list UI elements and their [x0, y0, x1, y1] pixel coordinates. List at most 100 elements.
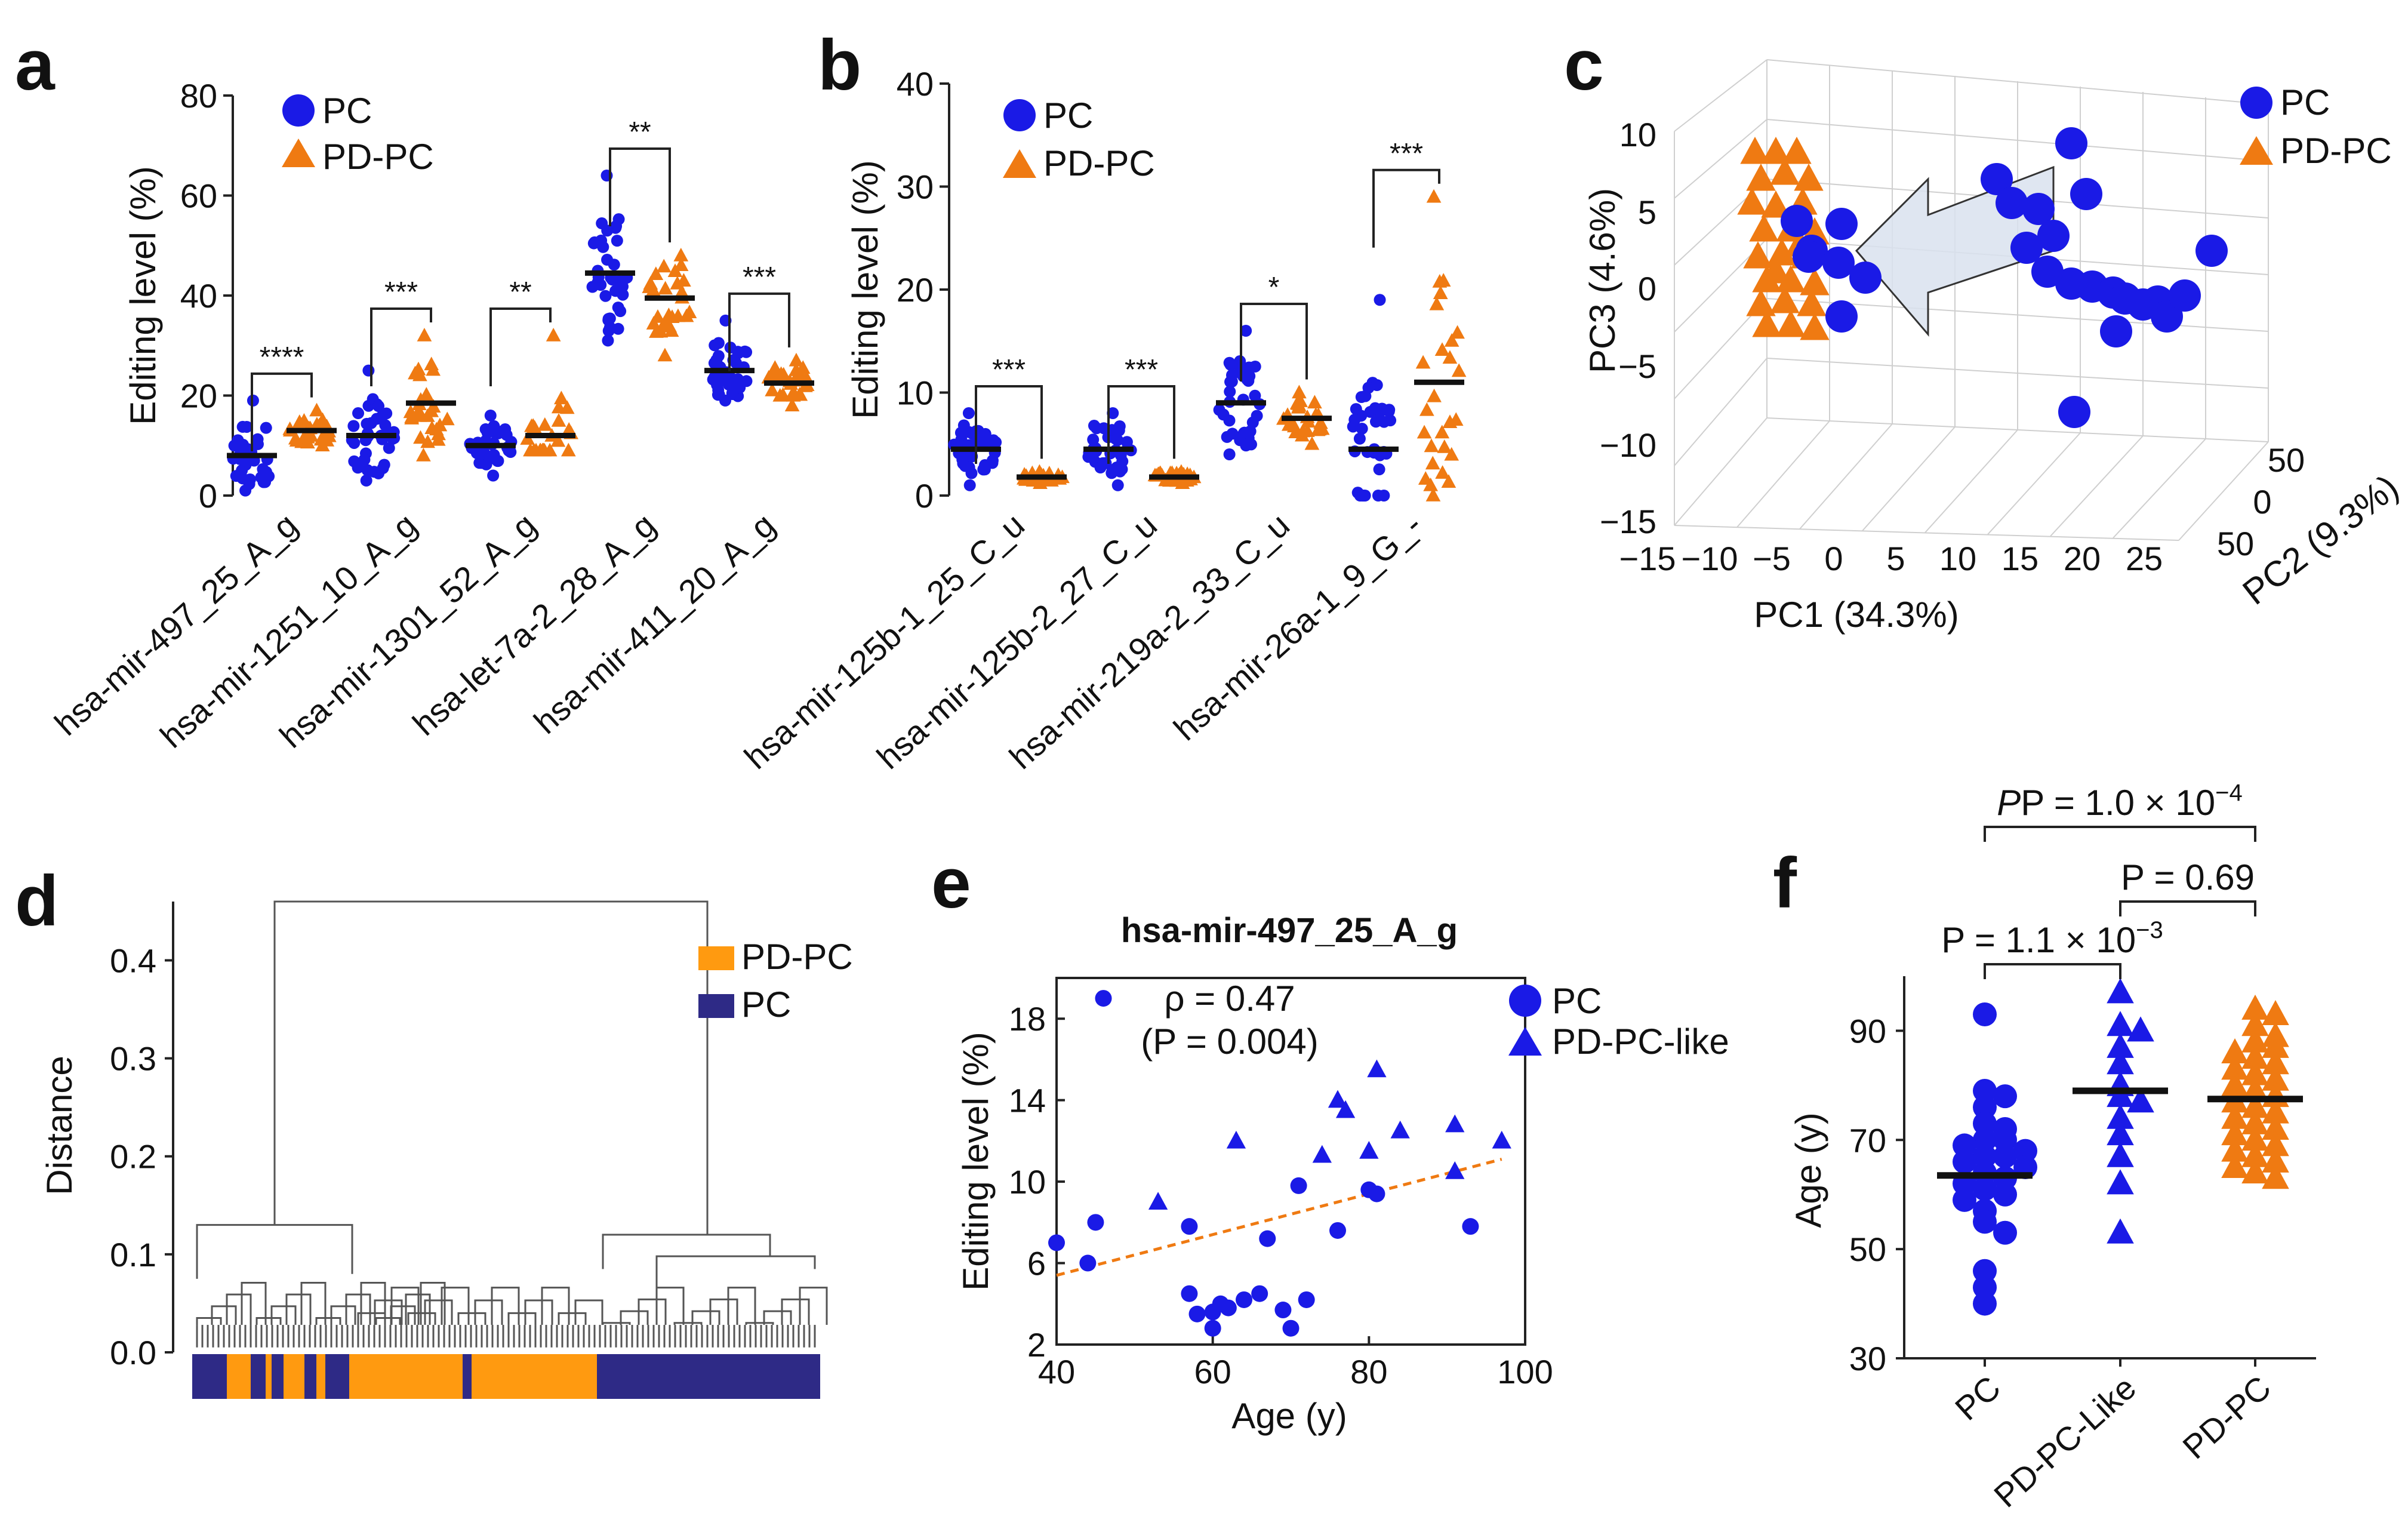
- panel-label-a: a: [15, 25, 56, 105]
- e-point-pdpclike: [1328, 1090, 1348, 1108]
- b-point-pdpc: [1435, 465, 1450, 479]
- e-point-pc: [1048, 1234, 1065, 1251]
- b-point-pdpc: [1425, 456, 1440, 470]
- b-point-pc: [1356, 490, 1369, 502]
- e-legend-pdpclike: PD-PC-like: [1552, 1022, 1729, 1062]
- b-point-pdpc: [1307, 395, 1322, 409]
- d-bar-pdpc-segment: [472, 1354, 597, 1399]
- e-point-pc: [1259, 1230, 1276, 1247]
- b-point-pdpc: [1451, 363, 1467, 377]
- a-sig-label: ****: [260, 342, 304, 373]
- e-ytick-label: 2: [1027, 1326, 1046, 1364]
- b-legend-pdpc: PD-PC: [1043, 143, 1155, 183]
- a-point-pdpc: [761, 370, 777, 384]
- f-point-pdpclike: [2107, 1103, 2134, 1129]
- f-point-pdpc: [2262, 1098, 2289, 1124]
- d-branch: [620, 1310, 649, 1325]
- d-branch: [441, 1287, 470, 1325]
- a-point-pdpc: [431, 426, 446, 441]
- c-ztick-label: 50: [2268, 441, 2305, 479]
- f-point-pdpc: [2241, 1044, 2269, 1069]
- b-sig-label: ***: [1390, 138, 1423, 170]
- c-gridline: [1987, 432, 2081, 535]
- a-point-pc: [708, 357, 720, 370]
- a-point-pdpc: [643, 276, 658, 290]
- e-xtick-label: 100: [1497, 1353, 1553, 1391]
- e-point-pc: [1204, 1319, 1221, 1337]
- d-branch: [655, 1255, 816, 1289]
- c-point-pdpc: [1770, 286, 1800, 313]
- f-point-pdpc: [2262, 1049, 2289, 1075]
- d-branch: [330, 1305, 356, 1325]
- a-point-pc: [729, 356, 742, 369]
- d-branch: [541, 1287, 570, 1325]
- c-xtick-label: 10: [1939, 540, 1976, 577]
- d-y-label: Distance: [39, 1056, 79, 1195]
- c-point-pdpc: [1782, 137, 1812, 164]
- c-ztick-label: 0: [2253, 483, 2271, 521]
- a-point-pdpc: [412, 408, 427, 422]
- d-branch: [673, 1322, 703, 1325]
- b-point-pc: [963, 426, 975, 438]
- f-point-pdpc: [2262, 1147, 2289, 1173]
- b-point-pc: [1240, 325, 1252, 337]
- a-point-pc: [738, 345, 751, 358]
- d-branch: [390, 1287, 420, 1325]
- b-point-pc: [1376, 402, 1388, 415]
- b-point-pc: [1087, 433, 1100, 446]
- f-ytick-label: 90: [1849, 1012, 1886, 1050]
- a-sig-label: ***: [384, 276, 418, 308]
- e-point-pc: [1251, 1285, 1268, 1302]
- f-point-pc: [1953, 1149, 1976, 1174]
- f-xtick-label: PC: [1948, 1368, 2007, 1428]
- e-ytick-label: 10: [1009, 1163, 1046, 1201]
- c-xtick-label: 25: [2126, 540, 2163, 577]
- d-branch: [420, 1281, 446, 1325]
- a-point-pdpc: [303, 428, 319, 442]
- b-ytick-label: 20: [897, 271, 934, 309]
- c-xtick-label: 5: [1886, 540, 1905, 577]
- a-point-pc: [586, 281, 599, 293]
- d-branch: [655, 1287, 685, 1325]
- b-point-pdpc: [1427, 388, 1442, 402]
- a-point-pc: [361, 464, 374, 476]
- e-legend-pc: PC: [1552, 981, 1602, 1021]
- c-point-pc: [2151, 300, 2183, 333]
- c-gridline: [1862, 426, 1956, 531]
- d-branch: [374, 1299, 403, 1325]
- a-point-pc: [260, 422, 272, 434]
- b-point-pc: [1245, 438, 1257, 451]
- f-point-pc: [1973, 1210, 1997, 1234]
- f-point-pc: [1993, 1182, 2017, 1207]
- c-point-pc: [2031, 256, 2064, 288]
- a-point-pdpc: [403, 404, 418, 419]
- c-xtick-label: −5: [1753, 540, 1791, 577]
- c-ytick-label: −5: [1618, 347, 1656, 385]
- c-point-pc: [1849, 262, 1882, 294]
- a-point-pdpc: [661, 307, 676, 321]
- a-ytick-label: 20: [180, 377, 217, 415]
- c-point-pdpc: [1761, 137, 1791, 164]
- d-branch: [357, 1312, 386, 1325]
- a-point-pc: [611, 235, 623, 247]
- e-point-pdpclike: [1148, 1192, 1168, 1210]
- f-point-pdpc: [2241, 1027, 2269, 1053]
- c-point-pdpc: [1767, 238, 1797, 266]
- e-point-pc: [1368, 1185, 1385, 1202]
- b-point-pc: [1246, 416, 1259, 429]
- e-point-pc: [1181, 1218, 1198, 1235]
- b-point-pc: [1384, 414, 1397, 427]
- d-branch: [638, 1298, 667, 1325]
- a-point-pc: [484, 410, 497, 422]
- c-point-pc: [2022, 193, 2055, 225]
- f-point-pdpc: [2221, 1103, 2249, 1129]
- a-point-pdpc: [551, 399, 566, 414]
- b-point-pdpc: [1415, 355, 1431, 369]
- d-branch: [255, 1317, 282, 1325]
- e-ytick-label: 6: [1027, 1245, 1046, 1282]
- b-point-pc: [1223, 356, 1236, 369]
- f-bracket-like-pdpc: [2119, 900, 2256, 916]
- e-title: hsa-mir-497_25_A_g: [1121, 911, 1458, 950]
- d-legend-pdpc: PD-PC: [741, 937, 853, 977]
- c-point-pc: [1996, 187, 2028, 219]
